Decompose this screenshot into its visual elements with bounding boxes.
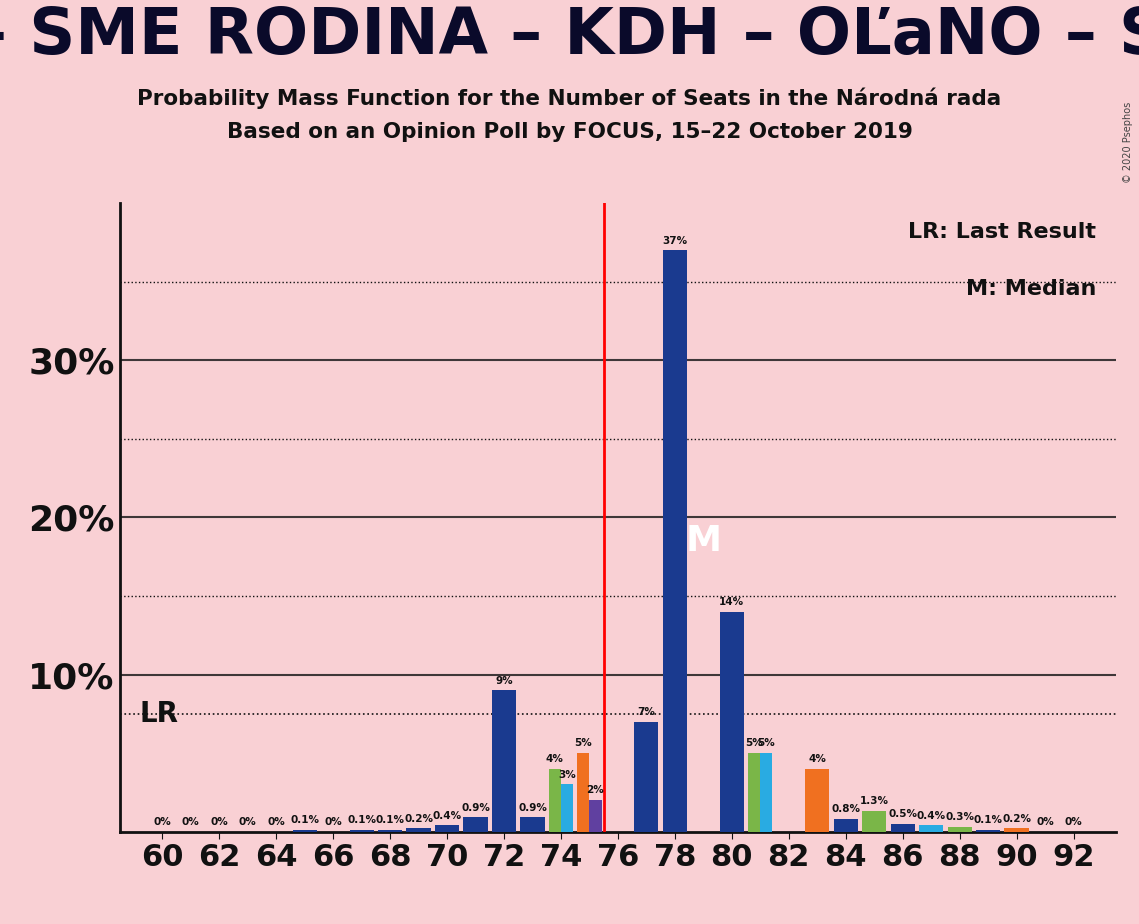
Bar — [834, 819, 858, 832]
Text: 1.3%: 1.3% — [860, 796, 888, 807]
Text: 2%: 2% — [587, 785, 605, 796]
Text: Probability Mass Function for the Number of Seats in the Národná rada: Probability Mass Function for the Number… — [138, 88, 1001, 109]
Text: 9%: 9% — [495, 675, 513, 686]
Text: 0.1%: 0.1% — [974, 815, 1002, 825]
Text: LR: Last Result: LR: Last Result — [908, 222, 1096, 242]
Text: 0.2%: 0.2% — [1002, 814, 1031, 824]
Text: 5%: 5% — [574, 738, 592, 748]
Text: 0%: 0% — [211, 817, 228, 827]
Text: 37%: 37% — [662, 236, 688, 246]
Text: M: Median: M: Median — [966, 279, 1096, 298]
Bar — [720, 612, 744, 832]
Text: 0%: 0% — [268, 817, 285, 827]
Bar — [577, 753, 589, 832]
Text: LR: LR — [139, 699, 179, 728]
Text: 0.1%: 0.1% — [347, 815, 376, 825]
Text: 4%: 4% — [809, 754, 826, 764]
Text: 0%: 0% — [325, 817, 342, 827]
Bar — [407, 829, 431, 832]
Bar — [862, 811, 886, 832]
Bar — [748, 753, 760, 832]
Text: 0.2%: 0.2% — [404, 814, 433, 824]
Bar — [663, 250, 687, 832]
Bar — [948, 827, 972, 832]
Text: 0%: 0% — [1036, 817, 1054, 827]
Bar — [378, 830, 402, 832]
Text: 7%: 7% — [638, 707, 655, 717]
Bar — [560, 784, 573, 832]
Bar — [350, 830, 374, 832]
Text: 0%: 0% — [239, 817, 256, 827]
Text: 0.4%: 0.4% — [433, 810, 461, 821]
Text: 0.9%: 0.9% — [518, 803, 547, 813]
Text: 0%: 0% — [1065, 817, 1082, 827]
Text: 14%: 14% — [719, 597, 745, 607]
Text: 5%: 5% — [757, 738, 776, 748]
Text: 0.1%: 0.1% — [376, 815, 404, 825]
Bar — [293, 830, 317, 832]
Bar — [891, 824, 915, 832]
Bar — [435, 825, 459, 832]
Bar — [464, 818, 487, 832]
Bar — [492, 690, 516, 832]
Text: © 2020 Psephos: © 2020 Psephos — [1123, 102, 1133, 183]
Bar — [549, 769, 560, 832]
Bar — [760, 753, 772, 832]
Text: 5%: 5% — [745, 738, 763, 748]
Text: OLU – ZĽ – SME RODINA – KDH – OĽaNO – SaS – MOS: OLU – ZĽ – SME RODINA – KDH – OĽaNO – Sa… — [0, 5, 1139, 67]
Text: 0.3%: 0.3% — [945, 812, 974, 822]
Text: 0.4%: 0.4% — [917, 810, 945, 821]
Text: Based on an Opinion Poll by FOCUS, 15–22 October 2019: Based on an Opinion Poll by FOCUS, 15–22… — [227, 122, 912, 142]
Bar — [590, 800, 601, 832]
Bar — [1005, 829, 1029, 832]
Text: 3%: 3% — [558, 770, 576, 780]
Bar — [919, 825, 943, 832]
Text: 0%: 0% — [154, 817, 171, 827]
Text: 0%: 0% — [182, 817, 199, 827]
Text: 0.1%: 0.1% — [290, 815, 319, 825]
Bar — [805, 769, 829, 832]
Text: 0.5%: 0.5% — [888, 809, 917, 819]
Text: 4%: 4% — [546, 754, 564, 764]
Text: 0.8%: 0.8% — [831, 804, 860, 814]
Text: 0.9%: 0.9% — [461, 803, 490, 813]
Bar — [521, 818, 544, 832]
Text: M: M — [686, 524, 721, 558]
Bar — [976, 830, 1000, 832]
Bar — [634, 722, 658, 832]
